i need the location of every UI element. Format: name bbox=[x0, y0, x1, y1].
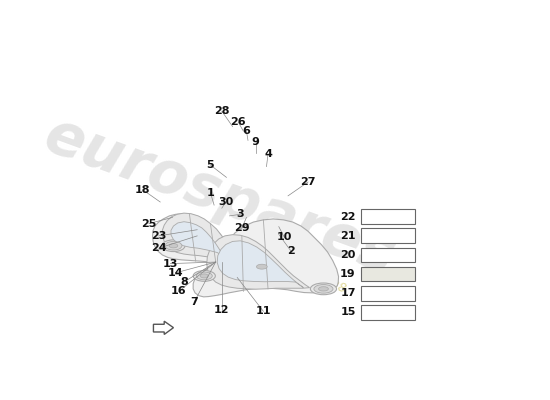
Ellipse shape bbox=[193, 270, 216, 281]
Text: 6: 6 bbox=[243, 126, 250, 136]
Text: 28: 28 bbox=[214, 106, 229, 116]
Text: 3: 3 bbox=[236, 209, 244, 219]
Ellipse shape bbox=[256, 264, 267, 269]
Polygon shape bbox=[152, 214, 279, 271]
Bar bbox=[361, 305, 415, 320]
Bar bbox=[361, 209, 415, 224]
Bar bbox=[361, 228, 415, 243]
Text: 1: 1 bbox=[207, 188, 215, 198]
Polygon shape bbox=[171, 222, 229, 260]
Bar bbox=[361, 286, 415, 300]
Ellipse shape bbox=[248, 260, 276, 273]
Text: a passion for parts since 1988: a passion for parts since 1988 bbox=[166, 219, 348, 296]
Ellipse shape bbox=[162, 240, 185, 252]
Text: 14: 14 bbox=[168, 268, 184, 278]
Polygon shape bbox=[193, 219, 339, 297]
Text: 11: 11 bbox=[256, 306, 271, 316]
Text: 12: 12 bbox=[214, 305, 229, 315]
Text: 13: 13 bbox=[163, 259, 178, 269]
Text: 18: 18 bbox=[135, 185, 150, 195]
Text: 25: 25 bbox=[141, 218, 157, 228]
Ellipse shape bbox=[252, 262, 272, 271]
Bar bbox=[361, 267, 415, 282]
Polygon shape bbox=[153, 321, 173, 334]
Polygon shape bbox=[162, 213, 242, 262]
Text: 7: 7 bbox=[190, 297, 198, 307]
Ellipse shape bbox=[165, 242, 182, 250]
Text: 8: 8 bbox=[180, 277, 188, 287]
Ellipse shape bbox=[169, 244, 178, 248]
Text: 2: 2 bbox=[287, 246, 295, 256]
Text: 21: 21 bbox=[340, 231, 356, 241]
Polygon shape bbox=[207, 235, 310, 289]
Text: eurospares: eurospares bbox=[37, 106, 403, 286]
Text: 30: 30 bbox=[218, 197, 233, 207]
Ellipse shape bbox=[200, 274, 208, 278]
Text: 27: 27 bbox=[300, 177, 316, 187]
Text: 26: 26 bbox=[230, 117, 246, 127]
Polygon shape bbox=[217, 241, 304, 288]
Text: 5: 5 bbox=[207, 160, 215, 170]
Text: 24: 24 bbox=[151, 243, 167, 253]
Text: 23: 23 bbox=[151, 231, 166, 241]
Ellipse shape bbox=[314, 284, 333, 293]
Text: 4: 4 bbox=[264, 149, 272, 159]
Text: 22: 22 bbox=[340, 212, 356, 222]
Ellipse shape bbox=[196, 272, 212, 280]
Ellipse shape bbox=[318, 287, 328, 291]
Bar bbox=[361, 248, 415, 262]
Text: 17: 17 bbox=[340, 288, 356, 298]
Text: 15: 15 bbox=[340, 307, 356, 317]
Text: 19: 19 bbox=[340, 269, 356, 279]
Ellipse shape bbox=[310, 283, 337, 295]
Text: 16: 16 bbox=[171, 286, 186, 296]
Text: 10: 10 bbox=[277, 232, 292, 242]
Text: 29: 29 bbox=[234, 223, 250, 233]
Text: 9: 9 bbox=[252, 137, 260, 147]
Text: 20: 20 bbox=[340, 250, 356, 260]
